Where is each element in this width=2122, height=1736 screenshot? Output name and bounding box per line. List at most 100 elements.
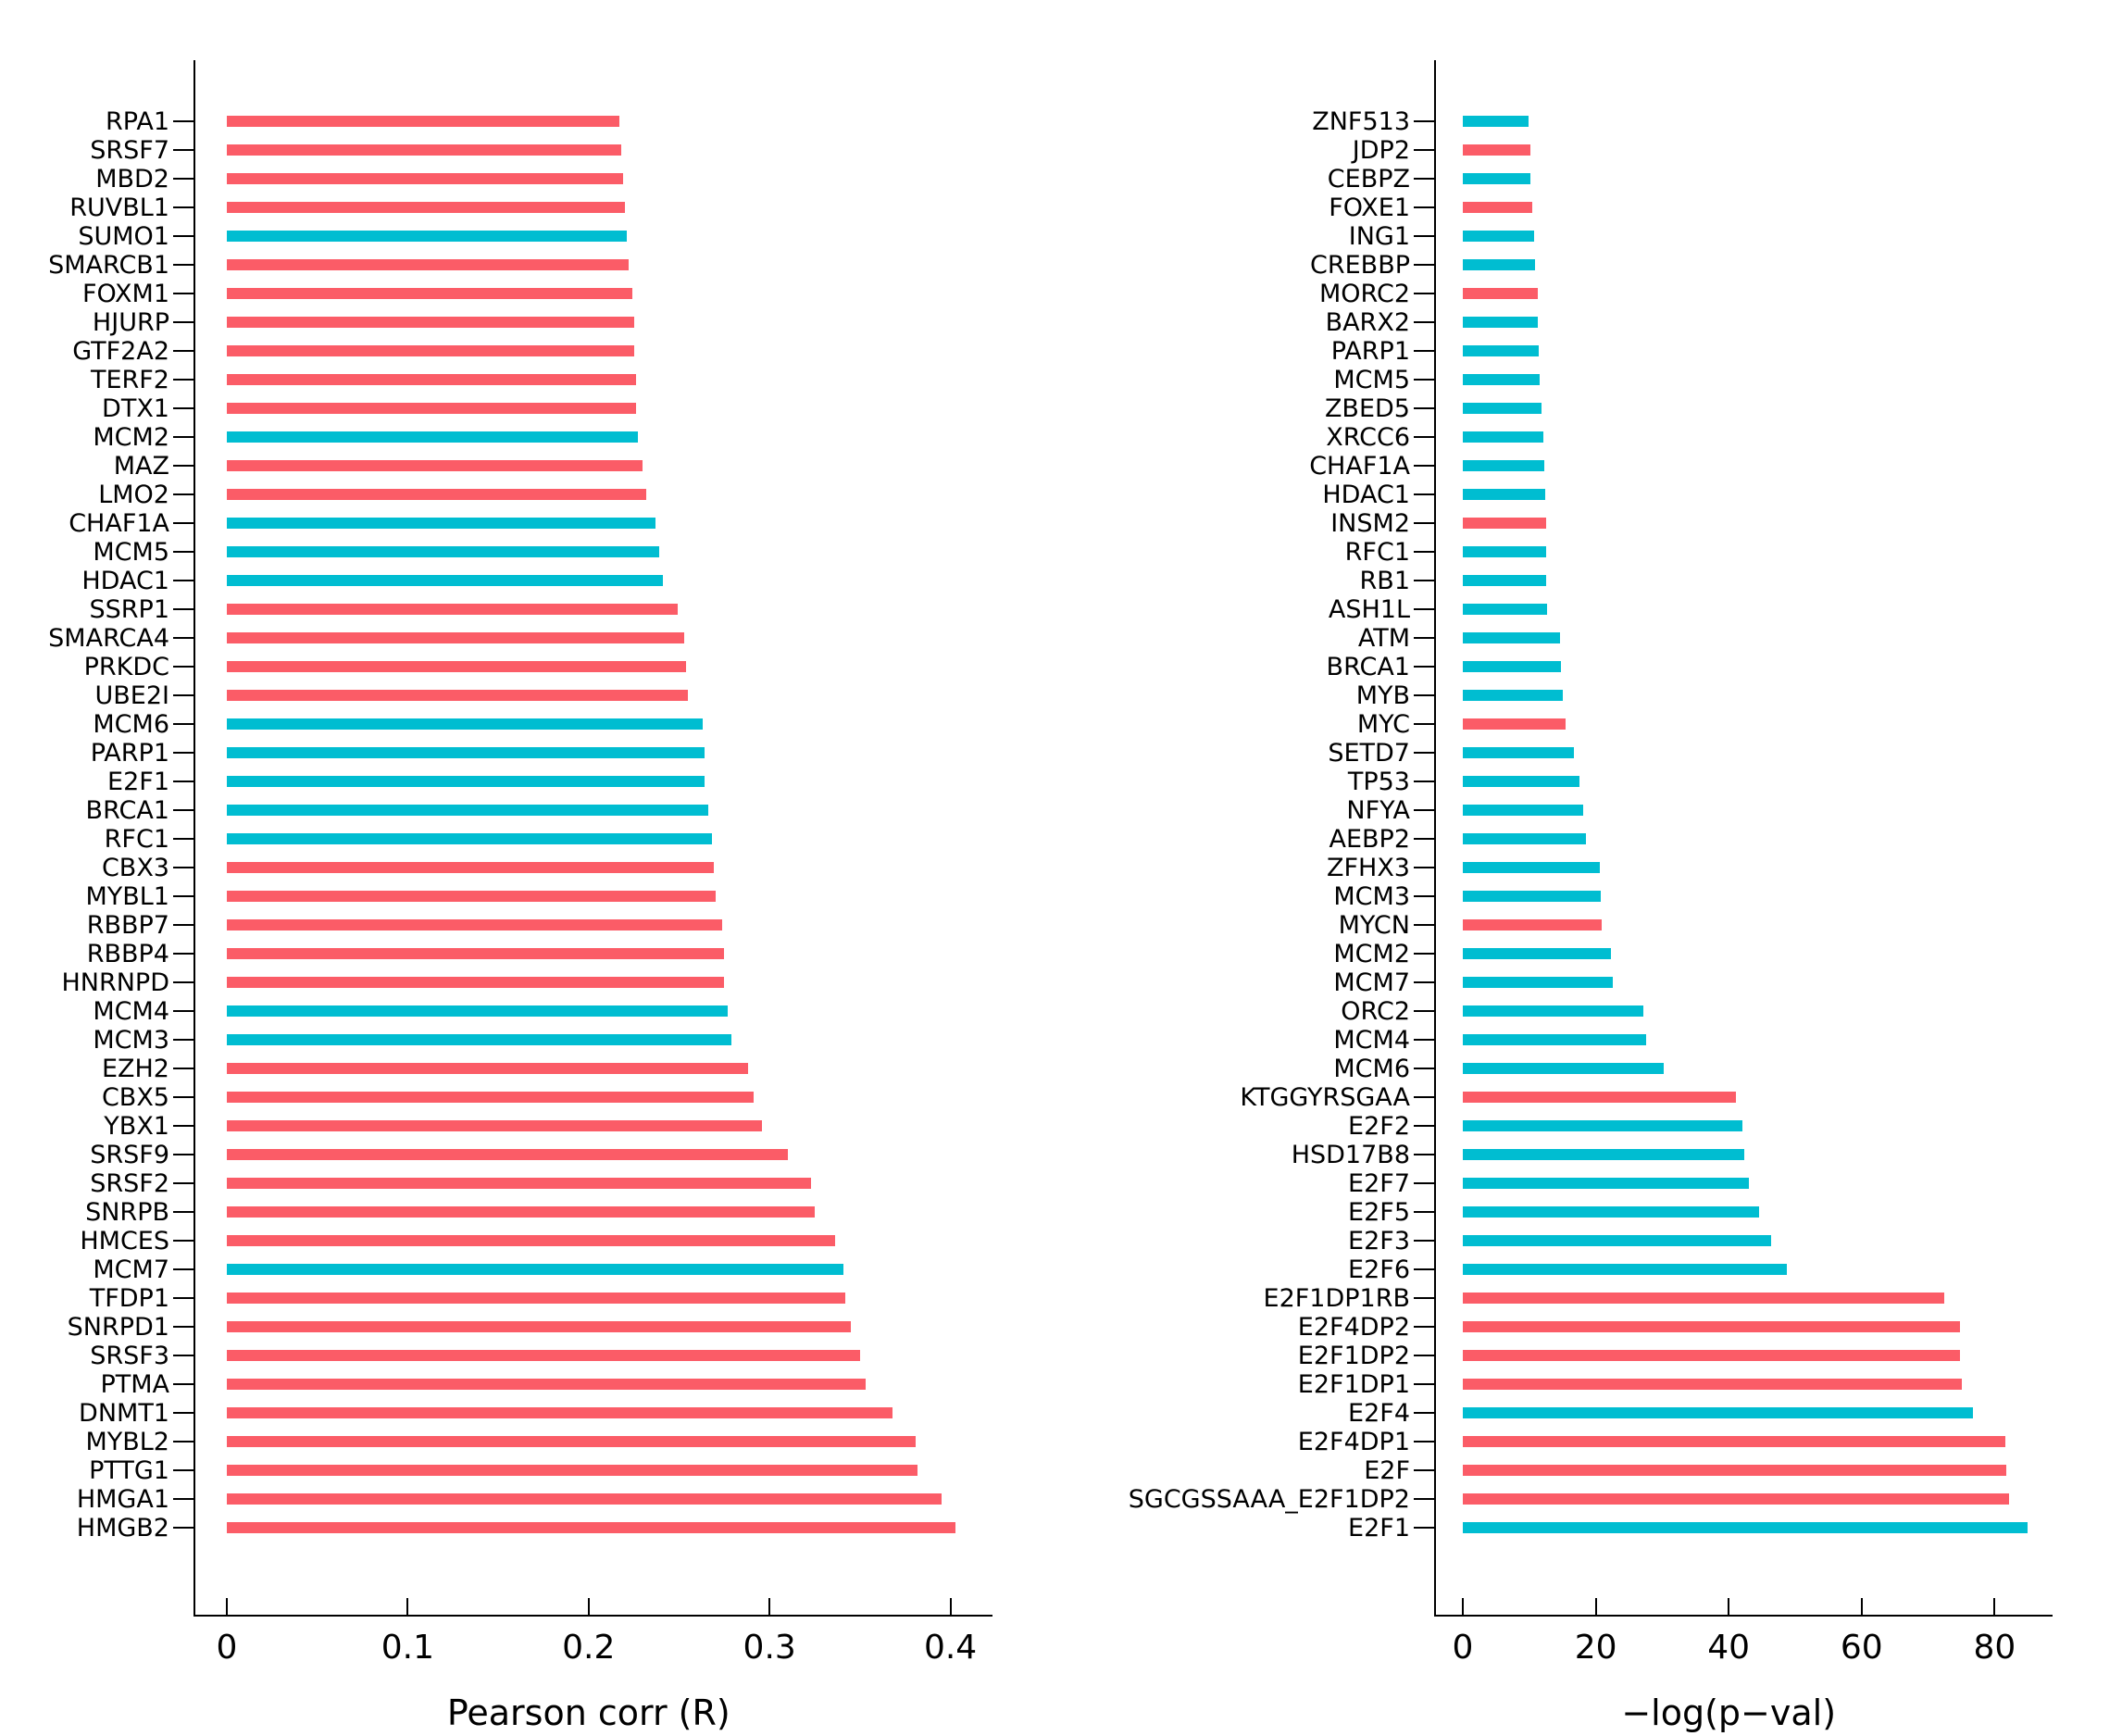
bar	[227, 690, 689, 701]
category-label: FOXE1	[1329, 193, 1410, 222]
bar	[227, 1379, 866, 1390]
bar	[227, 805, 708, 816]
y-tick	[173, 1326, 193, 1328]
bar	[1463, 288, 1539, 299]
x-tick	[587, 1598, 590, 1615]
bar	[1463, 231, 1534, 242]
category-label: E2F	[1364, 1455, 1410, 1485]
bar	[1463, 1149, 1744, 1160]
category-label: E2F4DP2	[1297, 1312, 1410, 1342]
y-tick	[173, 895, 193, 897]
category-label: SNRPD1	[67, 1312, 169, 1342]
y-tick	[173, 666, 193, 668]
category-label: AEBP2	[1329, 824, 1410, 854]
category-label: SRSF7	[90, 135, 169, 165]
category-label: E2F7	[1348, 1168, 1410, 1198]
y-tick	[173, 149, 193, 151]
category-label: HMCES	[80, 1226, 169, 1255]
bar	[227, 632, 685, 643]
category-label: RBBP4	[86, 939, 169, 968]
bar	[227, 144, 621, 156]
category-label: ATM	[1357, 623, 1410, 653]
y-tick	[1414, 1268, 1434, 1270]
category-label: GTF2A2	[72, 336, 169, 366]
bar	[227, 460, 643, 471]
category-label: MCM2	[93, 422, 169, 452]
x-tick-label: 0	[1452, 1629, 1474, 1667]
y-tick	[1414, 838, 1434, 840]
bar	[1463, 575, 1547, 586]
x-tick-label: 0.1	[381, 1629, 435, 1667]
x-tick	[1860, 1598, 1863, 1615]
category-label: UBE2I	[94, 681, 170, 710]
bar	[1463, 977, 1614, 988]
bar	[227, 345, 634, 356]
category-label: E2F5	[1348, 1197, 1410, 1227]
bar	[1463, 690, 1564, 701]
y-tick	[1414, 1125, 1434, 1127]
y-tick	[1414, 1096, 1434, 1098]
bar	[227, 575, 663, 586]
y-tick	[173, 1498, 193, 1500]
category-label: MYCN	[1338, 910, 1410, 940]
category-label: E2F4DP1	[1297, 1427, 1410, 1456]
category-label: HDAC1	[81, 566, 169, 595]
bar	[227, 718, 703, 730]
x-tick	[406, 1598, 409, 1615]
bar	[1463, 1436, 2005, 1447]
bar	[227, 661, 687, 672]
bar	[1463, 202, 1532, 213]
bar	[1463, 546, 1547, 557]
y-tick	[173, 1096, 193, 1098]
category-label: MYBL2	[85, 1427, 169, 1456]
bar	[1463, 1005, 1644, 1017]
x-tick-label: 40	[1707, 1629, 1751, 1667]
category-label: MAZ	[113, 451, 169, 481]
y-tick	[1414, 1441, 1434, 1443]
y-tick	[173, 608, 193, 610]
y-tick	[1414, 953, 1434, 955]
category-label: CHAF1A	[1309, 451, 1410, 481]
y-tick	[1414, 379, 1434, 381]
y-tick	[1414, 407, 1434, 409]
bar	[1463, 632, 1560, 643]
category-label: MCM3	[93, 1025, 169, 1055]
category-label: CHAF1A	[69, 508, 169, 538]
y-tick	[1414, 809, 1434, 811]
y-tick	[1414, 1154, 1434, 1155]
y-tick	[1414, 752, 1434, 754]
y-tick	[173, 264, 193, 266]
y-tick	[1414, 235, 1434, 237]
y-tick	[1414, 981, 1434, 983]
y-tick	[1414, 206, 1434, 208]
bar	[227, 259, 629, 270]
category-label: PARP1	[1330, 336, 1410, 366]
category-label: SMARCA4	[48, 623, 169, 653]
y-tick	[173, 321, 193, 323]
y-tick	[1414, 694, 1434, 696]
y-tick	[173, 1412, 193, 1414]
y-tick	[1414, 120, 1434, 122]
y-tick	[1414, 781, 1434, 782]
bar	[227, 1034, 732, 1045]
y-tick	[173, 293, 193, 294]
y-tick	[173, 694, 193, 696]
bar	[227, 173, 623, 184]
category-label: TFDP1	[89, 1283, 169, 1313]
y-tick	[1414, 1211, 1434, 1213]
category-label: CREBBP	[1310, 250, 1410, 280]
category-label: E2F1	[107, 767, 169, 796]
category-label: BRCA1	[85, 795, 169, 825]
bar	[1463, 1092, 1737, 1103]
bar	[1463, 891, 1602, 902]
bar	[227, 862, 714, 873]
y-tick	[173, 752, 193, 754]
category-label: RB1	[1359, 566, 1410, 595]
category-label: CEBPZ	[1327, 164, 1410, 194]
bar	[227, 776, 705, 787]
bar	[227, 1465, 918, 1476]
category-label: E2F2	[1348, 1111, 1410, 1141]
bar	[1463, 1235, 1772, 1246]
category-label: MCM3	[1333, 881, 1410, 911]
category-label: PRKDC	[83, 652, 169, 681]
